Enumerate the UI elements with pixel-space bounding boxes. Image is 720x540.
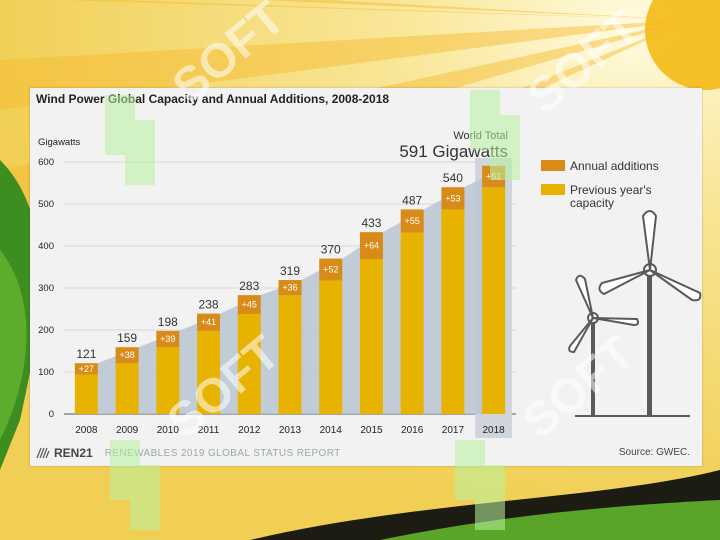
bar-previous-capacity bbox=[156, 347, 180, 414]
x-tick-label: 2011 bbox=[198, 425, 220, 436]
bar-previous-capacity bbox=[115, 363, 139, 414]
bar-annual-addition bbox=[74, 363, 98, 375]
total-label: 198 bbox=[158, 315, 178, 329]
x-tick-label: 2016 bbox=[401, 425, 424, 436]
y-tick-label: 200 bbox=[38, 325, 54, 336]
bar-previous-capacity bbox=[74, 374, 98, 414]
legend-swatch-annual bbox=[541, 160, 565, 171]
addition-label: +36 bbox=[282, 283, 297, 293]
x-tick-label: 2015 bbox=[360, 425, 383, 436]
y-tick-label: 600 bbox=[38, 157, 54, 168]
world-total-value: 591 Gigawatts bbox=[399, 142, 508, 161]
wind-turbine-icon bbox=[568, 210, 702, 417]
bar-annual-addition bbox=[237, 295, 261, 315]
x-tick-label: 2014 bbox=[320, 425, 343, 436]
y-tick-label: 500 bbox=[38, 199, 54, 210]
total-label: 238 bbox=[199, 298, 219, 312]
total-label: 319 bbox=[280, 264, 300, 278]
legend-swatch-previous bbox=[541, 184, 565, 195]
addition-label: +38 bbox=[119, 350, 134, 360]
x-tick-label: 2013 bbox=[279, 425, 302, 436]
x-tick-label: 2012 bbox=[238, 425, 261, 436]
addition-label: +64 bbox=[364, 241, 379, 251]
bar-previous-capacity bbox=[278, 295, 302, 414]
y-tick-label: 300 bbox=[38, 283, 54, 294]
bar-annual-addition bbox=[197, 313, 221, 331]
footer-brand: REN21 bbox=[54, 446, 93, 460]
total-label: 283 bbox=[239, 279, 259, 293]
x-tick-label: 2008 bbox=[75, 425, 98, 436]
addition-label: +52 bbox=[323, 265, 338, 275]
bar-annual-addition bbox=[319, 258, 343, 281]
total-label: 433 bbox=[361, 216, 381, 230]
footer-report-title: RENEWABLES 2019 GLOBAL STATUS REPORT bbox=[104, 447, 341, 459]
legend-label-previous: Previous year's capacity bbox=[570, 183, 655, 210]
source-note: Source: GWEC. bbox=[618, 447, 690, 458]
addition-label: +45 bbox=[242, 300, 257, 310]
bar-annual-addition bbox=[359, 232, 383, 260]
addition-label: +27 bbox=[79, 364, 94, 374]
x-tick-label: 2017 bbox=[442, 425, 465, 436]
sun-icon bbox=[645, 0, 720, 90]
world-total-label: World Total bbox=[453, 130, 508, 142]
legend-label-annual: Annual additions bbox=[570, 159, 659, 173]
bar-previous-capacity bbox=[319, 280, 343, 414]
chart-card: 0 100 200 300 400 500 600 +27 121 2008 +38 159 2009… bbox=[30, 88, 702, 466]
footer-logo: REN21 RENEWABLES 2019 GLOBAL STATUS REPO… bbox=[36, 444, 341, 462]
bar-annual-addition bbox=[278, 280, 302, 296]
addition-label: +53 bbox=[445, 193, 460, 203]
total-label: 370 bbox=[321, 243, 341, 257]
y-axis-label: Gigawatts bbox=[38, 137, 80, 148]
bar-previous-capacity bbox=[482, 187, 506, 414]
bar-annual-addition bbox=[441, 187, 465, 210]
x-tick-label: 2010 bbox=[157, 425, 180, 436]
y-tick-label: 400 bbox=[38, 241, 54, 252]
ren21-logo-icon bbox=[36, 447, 50, 459]
bar-annual-addition bbox=[115, 347, 139, 364]
addition-label: +39 bbox=[160, 334, 175, 344]
total-label: 487 bbox=[402, 193, 422, 207]
total-label: 159 bbox=[117, 331, 137, 345]
y-tick-label: 0 bbox=[49, 409, 54, 420]
addition-label: +51 bbox=[486, 171, 501, 181]
bar-previous-capacity bbox=[359, 259, 383, 414]
bar-previous-capacity bbox=[400, 232, 424, 414]
total-label: 121 bbox=[76, 347, 96, 361]
bar-previous-capacity bbox=[237, 314, 261, 414]
bar-previous-capacity bbox=[441, 209, 465, 414]
chart-title: Wind Power Global Capacity and Annual Ad… bbox=[36, 92, 390, 106]
addition-label: +41 bbox=[201, 317, 216, 327]
total-label: 540 bbox=[443, 171, 463, 185]
bar-annual-addition bbox=[156, 330, 180, 348]
legend: Annual additions Previous year's capacit… bbox=[541, 159, 659, 210]
bar-previous-capacity bbox=[197, 330, 221, 414]
addition-label: +55 bbox=[405, 216, 420, 226]
x-tick-label: 2018 bbox=[483, 425, 506, 436]
chart-canvas: 0 100 200 300 400 500 600 +27 121 2008 +38 159 2009… bbox=[38, 130, 702, 438]
bar-annual-addition bbox=[400, 209, 424, 233]
x-tick-label: 2009 bbox=[116, 425, 139, 436]
y-tick-label: 100 bbox=[38, 367, 54, 378]
